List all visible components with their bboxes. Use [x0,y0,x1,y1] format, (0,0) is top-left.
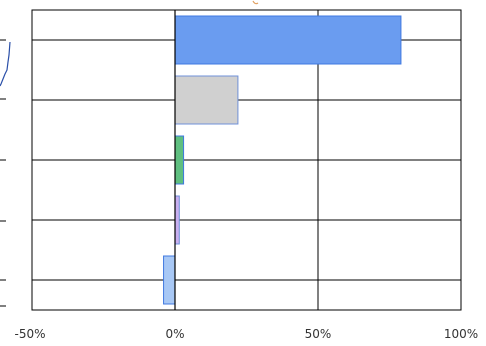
left-panel-fragment [0,0,259,307]
bar-0 [174,15,402,65]
bar-2 [174,135,185,185]
bar-3 [174,195,180,245]
axis-layer [31,9,462,311]
x-tick-label-1: 0% [165,327,184,341]
bar-4 [163,255,176,305]
x-tick-label-2: 50% [305,327,332,341]
bar-1 [174,75,239,125]
x-tick-label-0: -50% [14,327,45,341]
top-fragment-mark [252,0,259,5]
left-fragment-line [0,41,11,87]
bar-layer [163,15,402,305]
tick-label-layer: -50% 0% 50% 100% [14,327,478,341]
plot-frame [31,9,462,311]
x-tick-label-3: 100% [444,327,478,341]
